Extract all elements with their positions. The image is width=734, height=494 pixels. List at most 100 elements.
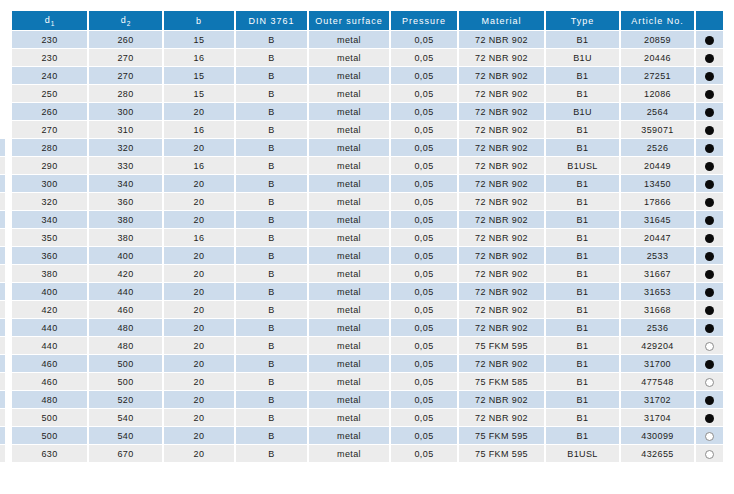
cell-din-3761: B bbox=[235, 373, 308, 391]
page-edge-row-sliver bbox=[0, 229, 5, 246]
column-header-d2: d2 bbox=[88, 11, 163, 31]
availability-dot-filled bbox=[705, 126, 714, 135]
cell-d2: 500 bbox=[88, 373, 163, 391]
cell-availability bbox=[695, 337, 723, 355]
cell-din-3761: B bbox=[235, 193, 308, 211]
cell-d1: 500 bbox=[12, 409, 88, 427]
column-header-pressure: Pressure bbox=[390, 11, 458, 31]
cell-d2: 420 bbox=[88, 265, 163, 283]
cell-b: 20 bbox=[163, 247, 235, 265]
cell-b: 16 bbox=[163, 49, 235, 67]
cell-outer-surface: metal bbox=[308, 211, 390, 229]
cell-article-no: 2526 bbox=[620, 139, 695, 157]
cell-pressure: 0,05 bbox=[390, 265, 458, 283]
cell-d2: 330 bbox=[88, 157, 163, 175]
cell-b: 15 bbox=[163, 67, 235, 85]
cell-material: 75 FKM 585 bbox=[458, 373, 545, 391]
cell-outer-surface: metal bbox=[308, 337, 390, 355]
cell-availability bbox=[695, 103, 723, 121]
cell-pressure: 0,05 bbox=[390, 175, 458, 193]
cell-availability bbox=[695, 175, 723, 193]
cell-material: 72 NBR 902 bbox=[458, 31, 545, 49]
page-edge-row-sliver bbox=[0, 193, 5, 210]
cell-d2: 500 bbox=[88, 355, 163, 373]
availability-dot-hollow bbox=[705, 342, 714, 351]
cell-availability bbox=[695, 427, 723, 445]
availability-dot-filled bbox=[705, 288, 714, 297]
cell-type: B1 bbox=[545, 31, 620, 49]
cell-availability bbox=[695, 49, 723, 67]
table-row: 44048020Bmetal0,0572 NBR 902B12536 bbox=[12, 319, 723, 337]
cell-article-no: 31704 bbox=[620, 409, 695, 427]
availability-dot-hollow bbox=[705, 450, 714, 459]
cell-availability bbox=[695, 391, 723, 409]
cell-outer-surface: metal bbox=[308, 265, 390, 283]
column-label: Material bbox=[481, 16, 521, 26]
cell-d2: 280 bbox=[88, 85, 163, 103]
cell-din-3761: B bbox=[235, 49, 308, 67]
column-label-subscript: 2 bbox=[127, 19, 131, 26]
cell-d1: 250 bbox=[12, 85, 88, 103]
cell-din-3761: B bbox=[235, 445, 308, 463]
cell-d2: 540 bbox=[88, 409, 163, 427]
table-row: 44048020Bmetal0,0575 FKM 595B1429204 bbox=[12, 337, 723, 355]
cell-article-no: 31667 bbox=[620, 265, 695, 283]
catalog-page: d1d2bDIN 3761Outer surfacePressureMateri… bbox=[0, 0, 734, 494]
cell-material: 72 NBR 902 bbox=[458, 301, 545, 319]
cell-din-3761: B bbox=[235, 283, 308, 301]
cell-outer-surface: metal bbox=[308, 193, 390, 211]
cell-material: 72 NBR 902 bbox=[458, 247, 545, 265]
cell-material: 75 FKM 595 bbox=[458, 427, 545, 445]
cell-pressure: 0,05 bbox=[390, 211, 458, 229]
cell-type: B1 bbox=[545, 121, 620, 139]
page-edge-row-sliver bbox=[0, 211, 5, 228]
cell-availability bbox=[695, 265, 723, 283]
cell-type: B1U bbox=[545, 103, 620, 121]
table-row: 28032020Bmetal0,0572 NBR 902B12526 bbox=[12, 139, 723, 157]
cell-article-no: 20449 bbox=[620, 157, 695, 175]
cell-outer-surface: metal bbox=[308, 229, 390, 247]
cell-b: 20 bbox=[163, 373, 235, 391]
cell-material: 72 NBR 902 bbox=[458, 67, 545, 85]
cell-availability bbox=[695, 373, 723, 391]
table-row: 46050020Bmetal0,0575 FKM 585B1477548 bbox=[12, 373, 723, 391]
cell-b: 16 bbox=[163, 157, 235, 175]
cell-d2: 320 bbox=[88, 139, 163, 157]
cell-material: 72 NBR 902 bbox=[458, 355, 545, 373]
page-edge-row-sliver bbox=[0, 337, 5, 354]
cell-pressure: 0,05 bbox=[390, 445, 458, 463]
column-label: Article No. bbox=[631, 16, 684, 26]
cell-pressure: 0,05 bbox=[390, 355, 458, 373]
cell-type: B1USL bbox=[545, 445, 620, 463]
cell-din-3761: B bbox=[235, 355, 308, 373]
cell-b: 20 bbox=[163, 139, 235, 157]
cell-outer-surface: metal bbox=[308, 427, 390, 445]
cell-b: 16 bbox=[163, 121, 235, 139]
availability-dot-filled bbox=[705, 54, 714, 63]
cell-din-3761: B bbox=[235, 31, 308, 49]
cell-material: 72 NBR 902 bbox=[458, 211, 545, 229]
column-header-material: Material bbox=[458, 11, 545, 31]
cell-article-no: 20447 bbox=[620, 229, 695, 247]
cell-article-no: 359071 bbox=[620, 121, 695, 139]
cell-d2: 480 bbox=[88, 319, 163, 337]
cell-din-3761: B bbox=[235, 319, 308, 337]
cell-pressure: 0,05 bbox=[390, 301, 458, 319]
cell-din-3761: B bbox=[235, 67, 308, 85]
cell-d1: 300 bbox=[12, 175, 88, 193]
cell-pressure: 0,05 bbox=[390, 157, 458, 175]
cell-pressure: 0,05 bbox=[390, 427, 458, 445]
cell-material: 72 NBR 902 bbox=[458, 391, 545, 409]
cell-article-no: 27251 bbox=[620, 67, 695, 85]
cell-b: 20 bbox=[163, 427, 235, 445]
cell-material: 72 NBR 902 bbox=[458, 157, 545, 175]
cell-b: 20 bbox=[163, 175, 235, 193]
table-row: 48052020Bmetal0,0572 NBR 902B131702 bbox=[12, 391, 723, 409]
availability-dot-filled bbox=[705, 144, 714, 153]
table-row: 24027015Bmetal0,0572 NBR 902B127251 bbox=[12, 67, 723, 85]
cell-article-no: 20859 bbox=[620, 31, 695, 49]
cell-d2: 260 bbox=[88, 31, 163, 49]
availability-dot-filled bbox=[705, 72, 714, 81]
cell-outer-surface: metal bbox=[308, 139, 390, 157]
cell-d1: 350 bbox=[12, 229, 88, 247]
